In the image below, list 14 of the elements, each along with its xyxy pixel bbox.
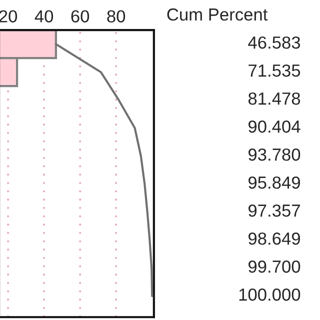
x-tick-label: 40	[34, 10, 54, 22]
data-label: 97.357	[248, 204, 300, 217]
data-label: 71.535	[248, 64, 300, 77]
data-label: 98.649	[248, 232, 300, 245]
data-label: 95.849	[248, 176, 300, 189]
data-label: 81.478	[248, 92, 300, 105]
text: Cum Percent	[167, 8, 268, 21]
data-label: 100.000	[239, 288, 300, 301]
data-label: 90.404	[248, 120, 300, 133]
data-label: 46.583	[248, 36, 300, 49]
data-label: 93.780	[248, 148, 300, 161]
data-label: 99.700	[248, 260, 300, 273]
x-tick-label: 60	[71, 10, 90, 22]
x-tick-label: 80	[107, 10, 126, 22]
